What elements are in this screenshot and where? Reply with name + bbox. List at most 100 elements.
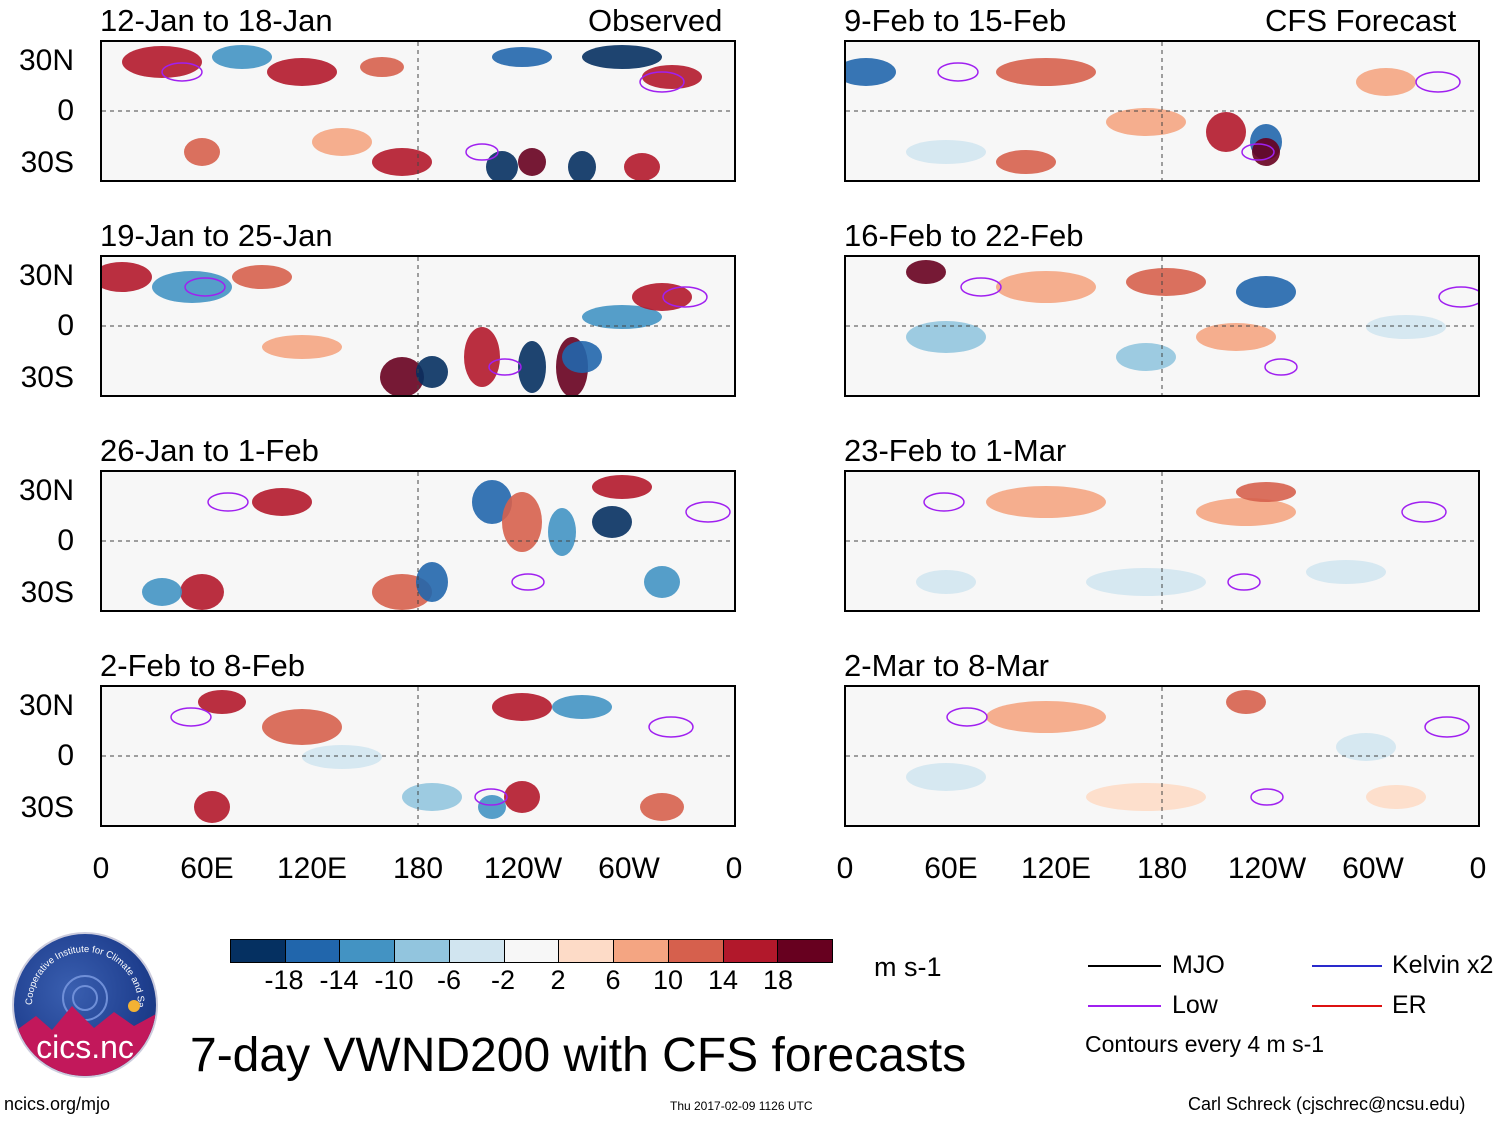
- lat-label-30n: 30N: [18, 44, 74, 77]
- logo-graphic: Cooperative Institute for Climate and Sa…: [14, 934, 156, 1076]
- low-contour: [1424, 716, 1470, 738]
- colorbar: [230, 939, 833, 963]
- colorbar-tick: 6: [605, 965, 621, 995]
- anomaly-blob: [1366, 315, 1446, 339]
- anomaly-blob: [380, 357, 424, 395]
- anomaly-blob: [302, 745, 382, 769]
- anomaly-blob: [1126, 268, 1206, 296]
- colorbar-tick: -2: [490, 965, 516, 995]
- colorbar-swatch: [449, 940, 505, 962]
- low-contour: [465, 143, 499, 161]
- anomaly-blob: [624, 153, 660, 180]
- colorbar-tick: 2: [550, 965, 566, 995]
- anomaly-blob: [262, 335, 342, 359]
- lon-label: 0: [92, 852, 110, 885]
- lat-label-eq: 0: [57, 739, 74, 772]
- anomaly-blob: [180, 574, 224, 610]
- anomaly-blob: [262, 709, 342, 745]
- anomaly-blob: [478, 795, 506, 819]
- anomaly-blob: [552, 695, 612, 719]
- colorbar-tick: -18: [264, 965, 304, 995]
- map-panel-obs-1: [100, 40, 736, 182]
- lon-label: 0: [725, 852, 743, 885]
- anomaly-blob: [640, 793, 684, 821]
- low-contour: [511, 573, 545, 591]
- map-panel-fc-4: [844, 685, 1480, 827]
- legend-label-er: ER: [1392, 991, 1427, 1019]
- low-contour: [662, 286, 708, 308]
- low-contour: [1438, 286, 1478, 308]
- lat-label-eq: 0: [57, 524, 74, 557]
- anomaly-blob: [1206, 112, 1246, 152]
- map-field: [102, 257, 734, 395]
- map-field: [846, 472, 1478, 610]
- lat-label-30n: 30N: [18, 259, 74, 292]
- anomaly-blob: [492, 693, 552, 721]
- anomaly-blob: [194, 791, 230, 823]
- colorbar-swatch: [723, 940, 779, 962]
- lon-label: 60E: [180, 852, 234, 885]
- anomaly-blob: [232, 265, 292, 289]
- svg-text:Cooperative Institute for Clim: Cooperative Institute for Climate and Sa…: [14, 934, 146, 1008]
- lon-label: 60E: [924, 852, 978, 885]
- anomaly-blob: [906, 321, 986, 353]
- lat-label-30s: 30S: [20, 576, 74, 609]
- anomaly-blob: [492, 47, 552, 67]
- low-contour: [937, 62, 979, 82]
- anomaly-blob: [906, 260, 946, 284]
- anomaly-blob: [122, 46, 202, 78]
- observed-label: Observed: [588, 3, 723, 38]
- low-contour: [685, 501, 731, 523]
- anomaly-blob: [416, 562, 448, 602]
- contour-note: Contours every 4 m s-1: [1085, 1031, 1325, 1057]
- anomaly-blob: [996, 58, 1096, 86]
- anomaly-blob: [142, 578, 182, 606]
- low-contour: [184, 277, 226, 297]
- panel-title-fc-1: 9-Feb to 15-Feb: [844, 3, 1067, 38]
- anomaly-blob: [592, 506, 632, 538]
- map-panel-obs-4: [100, 685, 736, 827]
- lon-label: 120E: [1020, 852, 1092, 885]
- colorbar-tick: -10: [374, 965, 414, 995]
- anomaly-blob: [644, 566, 680, 598]
- anomaly-blob: [846, 58, 896, 86]
- anomaly-blob: [152, 271, 232, 303]
- anomaly-blob: [1196, 498, 1296, 526]
- low-contour: [161, 62, 203, 82]
- anomaly-blob: [548, 508, 576, 556]
- panel-title-obs-4: 2-Feb to 8-Feb: [100, 648, 306, 683]
- panel-title-fc-2: 16-Feb to 22-Feb: [844, 218, 1084, 253]
- colorbar-swatch: [231, 940, 286, 962]
- anomaly-blob: [1366, 785, 1426, 809]
- colorbar-units: m s-1: [874, 952, 942, 982]
- colorbar-swatch: [395, 940, 450, 962]
- anomaly-blob: [372, 148, 432, 176]
- figure-title: 7-day VWND200 with CFS forecasts: [190, 1029, 967, 1082]
- panel-title-obs-2: 19-Jan to 25-Jan: [100, 218, 333, 253]
- low-contour: [1227, 573, 1261, 591]
- anomaly-blob: [592, 475, 652, 499]
- anomaly-blob: [1356, 68, 1416, 96]
- anomaly-blob: [1196, 323, 1276, 351]
- low-contour: [170, 707, 212, 727]
- anomaly-blob: [502, 492, 542, 552]
- low-contour: [946, 707, 988, 727]
- colorbar-tick: 10: [652, 965, 684, 995]
- lon-label: 120W: [483, 852, 563, 885]
- legend-swatch-kelvin: [1312, 965, 1382, 967]
- colorbar-tick: 14: [707, 965, 739, 995]
- low-contour: [923, 492, 965, 512]
- anomaly-blob: [518, 341, 546, 393]
- anomaly-blob: [102, 262, 152, 292]
- anomaly-blob: [1252, 138, 1280, 166]
- map-panel-fc-1: [844, 40, 1480, 182]
- anomaly-blob: [996, 150, 1056, 174]
- colorbar-swatch: [340, 940, 396, 962]
- footer-author: Carl Schreck (cjschrec@ncsu.edu): [1188, 1094, 1466, 1114]
- map-field: [102, 42, 734, 180]
- anomaly-blob: [582, 45, 662, 69]
- anomaly-blob: [198, 690, 246, 714]
- anomaly-blob: [504, 781, 540, 813]
- map-field: [102, 687, 734, 825]
- lon-label: 120E: [276, 852, 348, 885]
